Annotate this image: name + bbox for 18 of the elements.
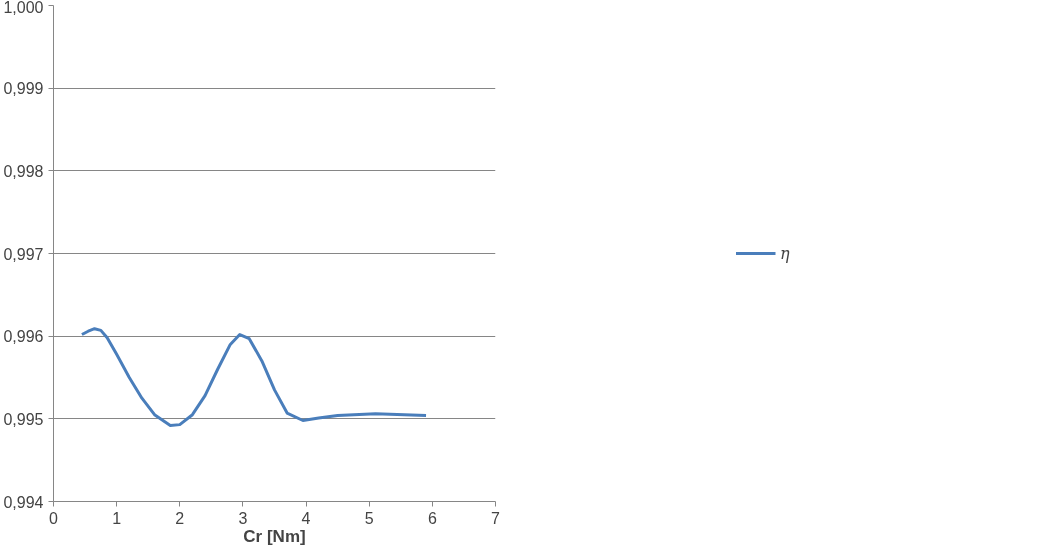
y-tick-label: 0,997	[3, 245, 44, 263]
y-tick-label: 1,000	[3, 0, 44, 16]
x-tick-label: 4	[301, 509, 311, 527]
y-tick-label: 0,996	[3, 328, 44, 346]
x-tick-label: 2	[175, 509, 185, 527]
y-tick-label: 0,995	[3, 410, 44, 428]
x-tick-label: 7	[491, 509, 501, 527]
y-tick-label: 0,994	[3, 493, 44, 511]
x-tick-label: 5	[364, 509, 374, 527]
y-tick-label: 0,999	[3, 80, 44, 98]
legend-label: η	[780, 243, 791, 263]
x-axis-title: Cr [Nm]	[243, 526, 306, 546]
y-tick-label: 0,998	[3, 162, 44, 180]
x-tick-label: 3	[238, 509, 248, 527]
line-series	[80, 327, 428, 427]
x-tick-label: 0	[49, 509, 59, 527]
x-tick-label: 6	[427, 509, 437, 527]
x-tick-label: 1	[112, 509, 122, 527]
